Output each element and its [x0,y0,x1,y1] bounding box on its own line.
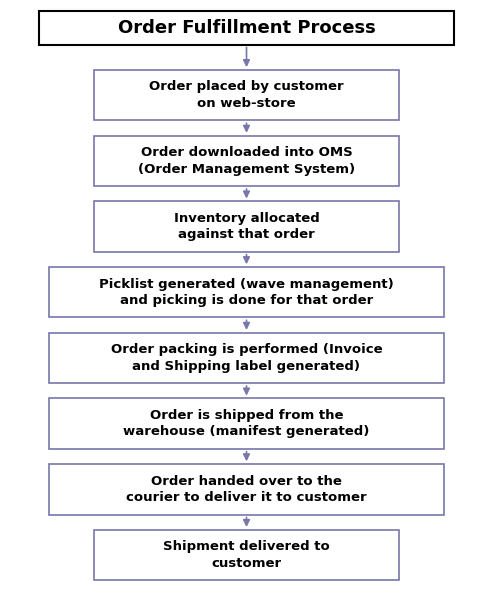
Text: Picklist generated (wave management)
and picking is done for that order: Picklist generated (wave management) and… [99,278,394,307]
Text: Order Fulfillment Process: Order Fulfillment Process [118,18,375,37]
FancyBboxPatch shape [94,70,399,120]
Text: Order placed by customer
on web-store: Order placed by customer on web-store [149,80,344,110]
Text: Order is shipped from the
warehouse (manifest generated): Order is shipped from the warehouse (man… [123,409,370,438]
Text: Order handed over to the
courier to deliver it to customer: Order handed over to the courier to deli… [126,475,367,504]
FancyBboxPatch shape [94,136,399,186]
Text: Order packing is performed (Invoice
and Shipping label generated): Order packing is performed (Invoice and … [111,343,382,373]
FancyBboxPatch shape [94,530,399,580]
Text: Shipment delivered to
customer: Shipment delivered to customer [163,540,330,570]
FancyBboxPatch shape [94,201,399,252]
FancyBboxPatch shape [39,10,454,44]
FancyBboxPatch shape [49,267,444,317]
FancyBboxPatch shape [49,398,444,449]
FancyBboxPatch shape [49,333,444,383]
Text: Inventory allocated
against that order: Inventory allocated against that order [174,212,319,241]
FancyBboxPatch shape [49,464,444,515]
Text: Order downloaded into OMS
(Order Management System): Order downloaded into OMS (Order Managem… [138,146,355,176]
